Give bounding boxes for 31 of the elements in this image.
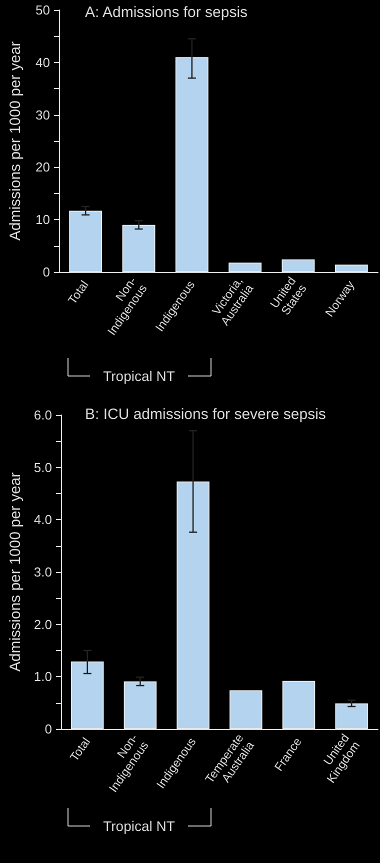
bar [122, 224, 156, 272]
y-tick-label: 0 [42, 264, 50, 280]
chart-title: A: Admissions for sepsis [85, 4, 248, 21]
bar [334, 264, 368, 272]
bar [335, 703, 368, 729]
y-tick-label: 1.0 [34, 669, 52, 684]
y-tick-label: 3.0 [34, 564, 52, 580]
y-tick-label: 50 [36, 2, 50, 18]
bar [282, 680, 316, 729]
y-tick-label: 30 [36, 107, 50, 122]
bar [228, 262, 262, 272]
y-tick-label: 5.0 [34, 460, 52, 475]
text: Tropical NT [103, 818, 176, 834]
text: Tropical NT [103, 368, 176, 384]
bar [176, 481, 210, 729]
y-tick-label: 40 [36, 54, 50, 70]
y-axis-title: Admissions per 1000 per year [7, 41, 24, 241]
y-tick-label: 10 [36, 212, 50, 228]
bar [71, 661, 104, 729]
bar [230, 690, 262, 729]
y-tick-label: 0 [44, 722, 52, 736]
y-tick-label: 20 [36, 160, 50, 175]
y-tick-label: 4.0 [34, 512, 52, 528]
bar [69, 210, 102, 272]
y-tick-label: 6.0 [34, 408, 52, 422]
y-axis-title: Admissions per 1000 per year [7, 472, 24, 672]
bar [124, 681, 157, 729]
y-tick-label: 2.0 [34, 616, 52, 632]
bar [175, 57, 208, 272]
bar [282, 259, 315, 272]
chart-title: B: ICU admissions for severe sepsis [85, 406, 326, 423]
